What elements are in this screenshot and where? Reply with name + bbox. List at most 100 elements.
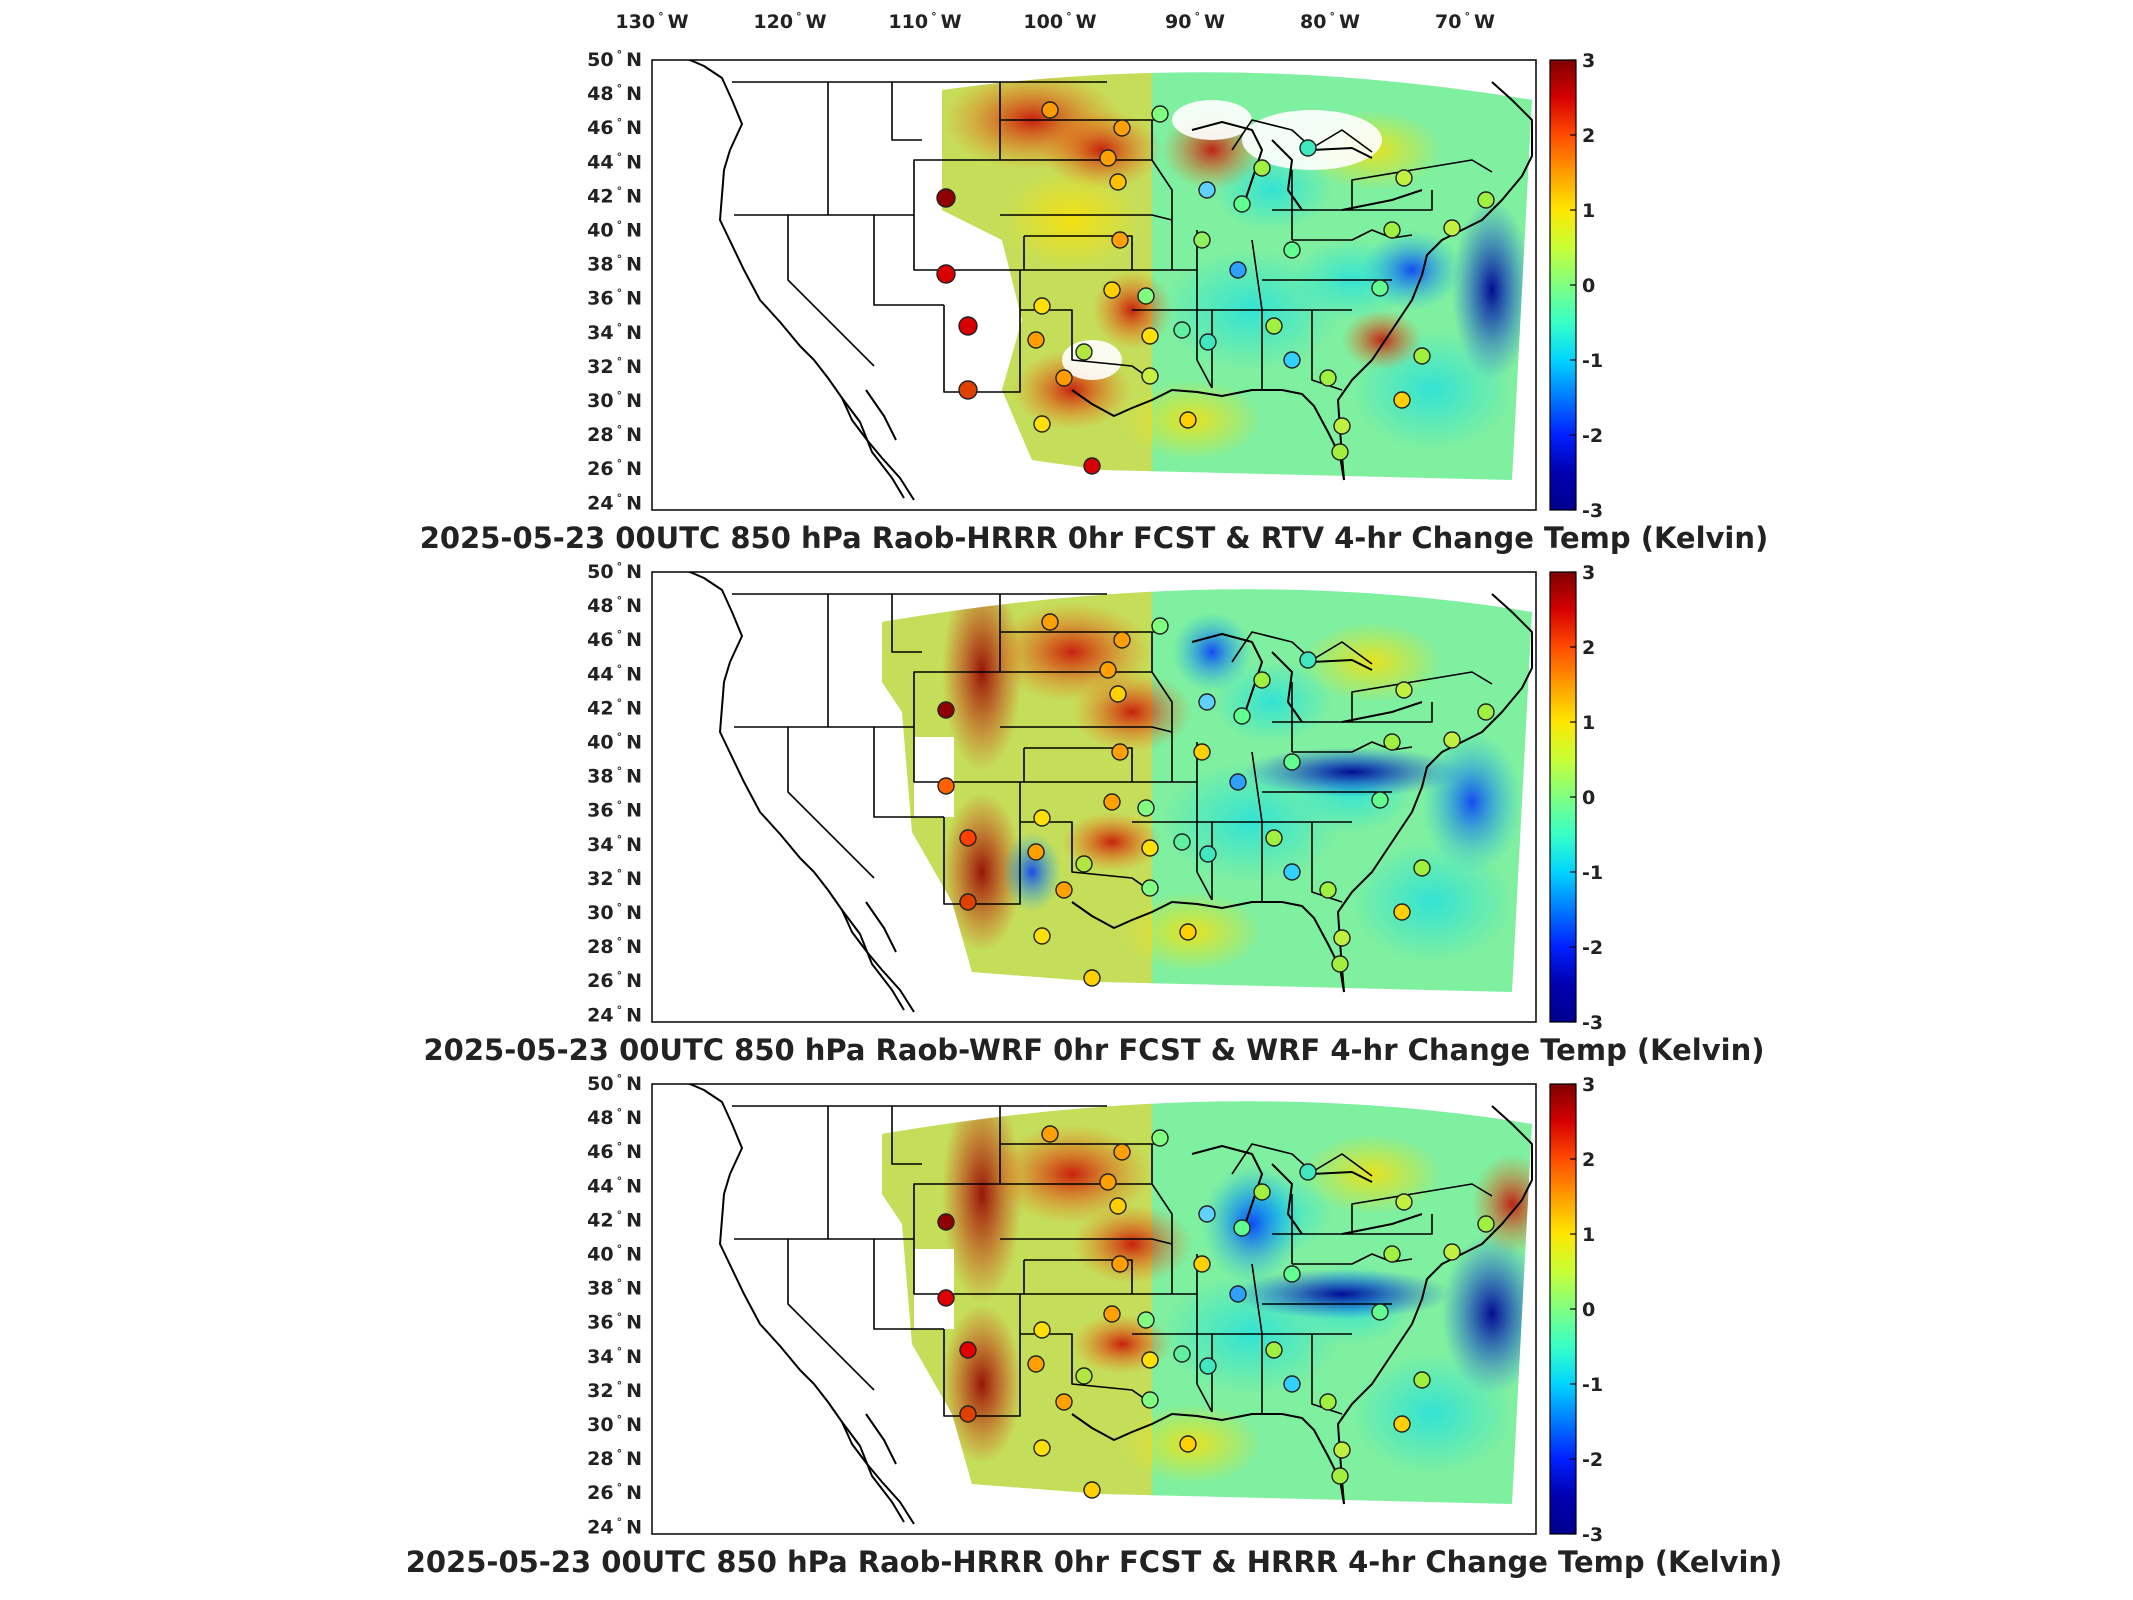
panel-title: 2025-05-23 00UTC 850 hPa Raob-HRRR 0hr F… xyxy=(406,1545,1783,1579)
east-coastline xyxy=(1337,81,1533,481)
raob-station-marker xyxy=(1319,1393,1337,1411)
raob-station-marker xyxy=(1283,241,1301,259)
state-boundary xyxy=(913,159,1000,215)
state-boundary xyxy=(943,305,1021,393)
colorbar-tick-label: 0 xyxy=(1582,1299,1595,1321)
latitude-tick-label: 36 ° N xyxy=(587,1311,642,1334)
raob-station-marker xyxy=(1333,1441,1351,1459)
state-boundary xyxy=(1292,1253,1413,1265)
latitude-tick-label: 42 ° N xyxy=(587,1208,642,1231)
raob-station-marker xyxy=(1395,169,1413,187)
raob-station-marker xyxy=(1233,195,1251,213)
state-boundary xyxy=(1411,1183,1493,1197)
raob-station-marker xyxy=(1055,369,1073,387)
state-boundary xyxy=(1020,309,1153,381)
state-boundary xyxy=(943,817,1021,905)
state-boundary xyxy=(1024,235,1133,270)
raob-station-marker xyxy=(937,1289,955,1307)
raob-station-marker xyxy=(1371,279,1389,297)
latitude-tick-label: 34 ° N xyxy=(587,321,642,344)
raob-station-marker xyxy=(1413,1371,1431,1389)
field-anomaly-region xyxy=(1232,1269,1452,1319)
raob-station-marker xyxy=(1393,1415,1411,1433)
field-anomaly-region xyxy=(1072,1204,1192,1284)
raob-station-marker xyxy=(1198,181,1216,199)
map-boundaries xyxy=(689,59,1533,501)
raob-station-marker xyxy=(1137,287,1155,305)
field-anomaly-region xyxy=(1342,310,1422,370)
latitude-tick-label: 48 ° N xyxy=(587,1106,642,1129)
raob-station-marker xyxy=(1198,1205,1216,1223)
latitude-labels: 50 ° N 48 ° N 46 ° N 44 ° N 42 ° N 40 ° N 38 ° N 36 ° N 34 ° N 32 ° N… xyxy=(587,560,642,1026)
colorbar-tick-label: -3 xyxy=(1582,1524,1603,1546)
latitude-tick-label: 28 ° N xyxy=(587,1447,642,1470)
raob-station-marker xyxy=(1283,863,1301,881)
missing-data-region xyxy=(1242,110,1382,170)
latitude-tick-label: 32 ° N xyxy=(587,355,642,378)
state-boundary xyxy=(1151,1144,1173,1294)
raob-station-marker xyxy=(1141,1391,1159,1409)
raob-station-marker xyxy=(1173,833,1191,851)
raob-station-marker xyxy=(1109,1197,1127,1215)
state-boundary xyxy=(1292,229,1413,241)
colorbar-tick-label: -2 xyxy=(1582,937,1603,959)
state-boundary xyxy=(873,215,944,306)
latitude-labels: 50 ° N 48 ° N 46 ° N 44 ° N 42 ° N 40 ° N 38 ° N 36 ° N 34 ° N 32 ° N… xyxy=(587,48,642,514)
raob-station-marker xyxy=(1443,219,1461,237)
raob-station-marker xyxy=(1383,733,1401,751)
raob-station-marker xyxy=(1075,855,1093,873)
raob-station-marker xyxy=(1113,1143,1131,1161)
raob-station-marker xyxy=(1413,347,1431,365)
state-boundary xyxy=(913,671,1000,727)
missing-data-region xyxy=(914,1249,954,1329)
raob-station-marker xyxy=(1333,417,1351,435)
map-frame-border xyxy=(651,571,1537,1023)
raob-station-marker xyxy=(937,701,955,719)
colorbar-tick-label: 0 xyxy=(1582,787,1595,809)
raob-station-marker xyxy=(1033,1439,1051,1457)
raob-station-marker xyxy=(1103,793,1121,811)
latitude-tick-label: 38 ° N xyxy=(587,253,642,276)
latitude-tick-label: 30 ° N xyxy=(587,389,642,412)
raob-station-marker xyxy=(1179,923,1197,941)
great-lakes-outline xyxy=(1191,633,1423,723)
colorbar-tick-label: 1 xyxy=(1582,1224,1595,1246)
raob-station-marker xyxy=(1083,457,1101,475)
state-boundary xyxy=(1272,1214,1433,1235)
raob-station-marker xyxy=(1109,173,1127,191)
raob-station-marker xyxy=(1229,773,1247,791)
raob-station-marker xyxy=(1113,119,1131,137)
colorbar-tick-label: -1 xyxy=(1582,350,1603,372)
raob-station-marker xyxy=(1299,139,1317,157)
raob-station-marker xyxy=(1141,327,1159,345)
state-boundary xyxy=(1024,1259,1133,1294)
state-boundary xyxy=(1311,310,1343,391)
raob-station-marker xyxy=(1383,221,1401,239)
latitude-tick-label: 50 ° N xyxy=(587,48,642,71)
state-boundary xyxy=(1019,748,1025,817)
map-panel xyxy=(651,1083,1537,1535)
latitude-tick-label: 24 ° N xyxy=(587,491,642,514)
state-boundary xyxy=(913,1183,1000,1239)
field-anomaly-region xyxy=(1202,1164,1302,1284)
raob-station-marker xyxy=(1229,261,1247,279)
raob-station-marker xyxy=(937,1213,955,1231)
raob-station-marker xyxy=(1477,703,1495,721)
map-panel xyxy=(651,59,1537,511)
gulf-coastline xyxy=(1071,389,1345,481)
raob-station-marker xyxy=(1253,159,1271,177)
field-anomaly-region xyxy=(1002,170,1142,270)
gulf-coastline xyxy=(1071,901,1345,993)
raob-station-marker xyxy=(1193,743,1211,761)
colorbar-tick-label: -1 xyxy=(1582,1374,1603,1396)
raob-station-marker xyxy=(1027,843,1045,861)
raob-station-marker xyxy=(1395,681,1413,699)
latitude-tick-label: 50 ° N xyxy=(587,560,642,583)
latitude-tick-label: 26 ° N xyxy=(587,969,642,992)
field-anomaly-region xyxy=(1422,732,1522,872)
east-coastline xyxy=(1337,593,1533,993)
raob-station-marker xyxy=(1113,631,1131,649)
raob-station-marker xyxy=(958,380,978,400)
state-boundary xyxy=(873,727,944,818)
raob-station-marker xyxy=(1253,1183,1271,1201)
